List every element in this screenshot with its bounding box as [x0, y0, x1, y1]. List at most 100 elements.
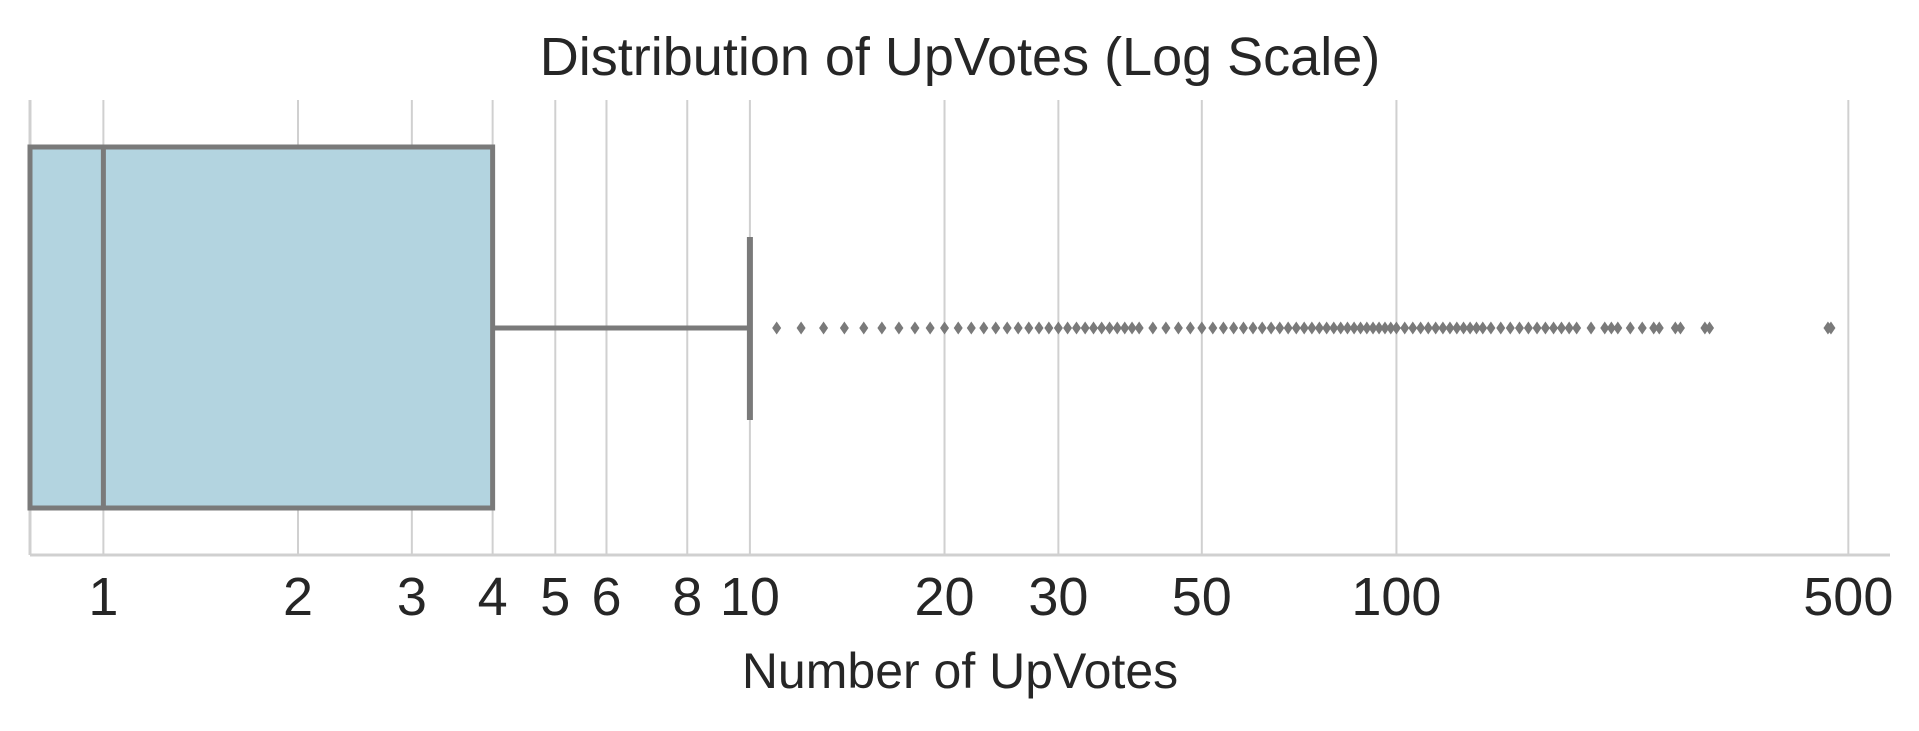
x-axis-label: Number of UpVotes	[742, 643, 1178, 699]
outlier-point	[1322, 321, 1332, 335]
outlier-point	[1266, 321, 1276, 335]
outlier-point	[1408, 321, 1418, 335]
outlier-point	[1523, 321, 1533, 335]
outlier-point	[1134, 321, 1144, 335]
outlier-point	[1368, 321, 1378, 335]
outlier-point	[979, 321, 989, 335]
outlier-point	[1034, 321, 1044, 335]
x-tick-label-5: 5	[540, 567, 570, 627]
outlier-point	[1654, 321, 1664, 335]
outlier-point	[1459, 321, 1469, 335]
outlier-point	[1053, 321, 1063, 335]
x-tick-label-4: 4	[478, 567, 508, 627]
outlier-point	[1486, 321, 1496, 335]
outlier-point	[772, 321, 782, 335]
x-tick-label-6: 6	[591, 567, 621, 627]
outlier-point	[966, 321, 976, 335]
outlier-point	[1505, 321, 1515, 335]
outlier-point	[1197, 321, 1207, 335]
x-tick-label-2: 2	[283, 567, 313, 627]
outlier-point	[1314, 321, 1324, 335]
outlier-point	[1386, 321, 1396, 335]
outlier-point	[1391, 321, 1401, 335]
outlier-point	[1089, 321, 1099, 335]
x-tick-label-3: 3	[397, 567, 427, 627]
outlier-point	[1336, 321, 1346, 335]
outlier-point	[1120, 321, 1130, 335]
outlier-point	[1080, 321, 1090, 335]
outlier-point	[877, 321, 887, 335]
outlier-point	[1649, 321, 1659, 335]
outlier-point	[1208, 321, 1218, 335]
outlier-point	[1127, 321, 1137, 335]
outlier-point	[1112, 321, 1122, 335]
outlier-point	[1705, 321, 1715, 335]
outlier-point	[953, 321, 963, 335]
outlier-point	[1257, 321, 1267, 335]
outlier-points	[772, 321, 1836, 335]
outlier-point	[1675, 321, 1685, 335]
outlier-point	[839, 321, 849, 335]
iqr-box	[27, 144, 496, 511]
outlier-point	[1013, 321, 1023, 335]
outlier-point	[1532, 321, 1542, 335]
outlier-point	[1549, 321, 1559, 335]
chart-title: Distribution of UpVotes (Log Scale)	[540, 27, 1380, 87]
outlier-point	[1063, 321, 1073, 335]
outlier-point	[1438, 321, 1448, 335]
outlier-point	[1362, 321, 1372, 335]
outlier-point	[1423, 321, 1433, 335]
outlier-point	[1044, 321, 1054, 335]
outlier-point	[1105, 321, 1115, 335]
x-tick-label-10: 10	[720, 567, 780, 627]
x-tick-label-50: 50	[1172, 567, 1232, 627]
outlier-point	[1342, 321, 1352, 335]
outlier-point	[1586, 321, 1596, 335]
outlier-point	[1478, 321, 1488, 335]
x-tick-label-20: 20	[914, 567, 974, 627]
outlier-point	[1238, 321, 1248, 335]
outlier-point	[1472, 321, 1482, 335]
outlier-point	[1445, 321, 1455, 335]
outlier-point	[1496, 321, 1506, 335]
outlier-point	[1637, 321, 1647, 335]
outlier-point	[1329, 321, 1339, 335]
x-tick-label-500: 500	[1803, 567, 1893, 627]
outlier-point	[1356, 321, 1366, 335]
outlier-point	[1097, 321, 1107, 335]
outlier-point	[1148, 321, 1158, 335]
outlier-point	[819, 321, 829, 335]
outlier-point	[1299, 321, 1309, 335]
outlier-point	[1625, 321, 1635, 335]
outlier-point	[859, 321, 869, 335]
outlier-point	[1275, 321, 1285, 335]
outlier-point	[1556, 321, 1566, 335]
outlier-point	[1173, 321, 1183, 335]
outlier-point	[1514, 321, 1524, 335]
outlier-point	[796, 321, 806, 335]
outlier-point	[1002, 321, 1012, 335]
outlier-point	[894, 321, 904, 335]
outlier-point	[1572, 321, 1582, 335]
outlier-point	[1374, 321, 1384, 335]
outlier-point	[1564, 321, 1574, 335]
x-tick-label-8: 8	[672, 567, 702, 627]
outlier-point	[1218, 321, 1228, 335]
outlier-point	[1400, 321, 1410, 335]
outlier-point	[1229, 321, 1239, 335]
outlier-point	[910, 321, 920, 335]
outlier-point	[1185, 321, 1195, 335]
outlier-point	[1380, 321, 1390, 335]
outlier-point	[1452, 321, 1462, 335]
outlier-point	[940, 321, 950, 335]
x-tick-label-100: 100	[1351, 567, 1441, 627]
outlier-point	[991, 321, 1001, 335]
outlier-point	[1700, 321, 1710, 335]
outlier-point	[1248, 321, 1258, 335]
outlier-point	[1540, 321, 1550, 335]
outlier-point	[1307, 321, 1317, 335]
x-tick-label-1: 1	[88, 567, 118, 627]
outlier-point	[1283, 321, 1293, 335]
outlier-point	[1291, 321, 1301, 335]
